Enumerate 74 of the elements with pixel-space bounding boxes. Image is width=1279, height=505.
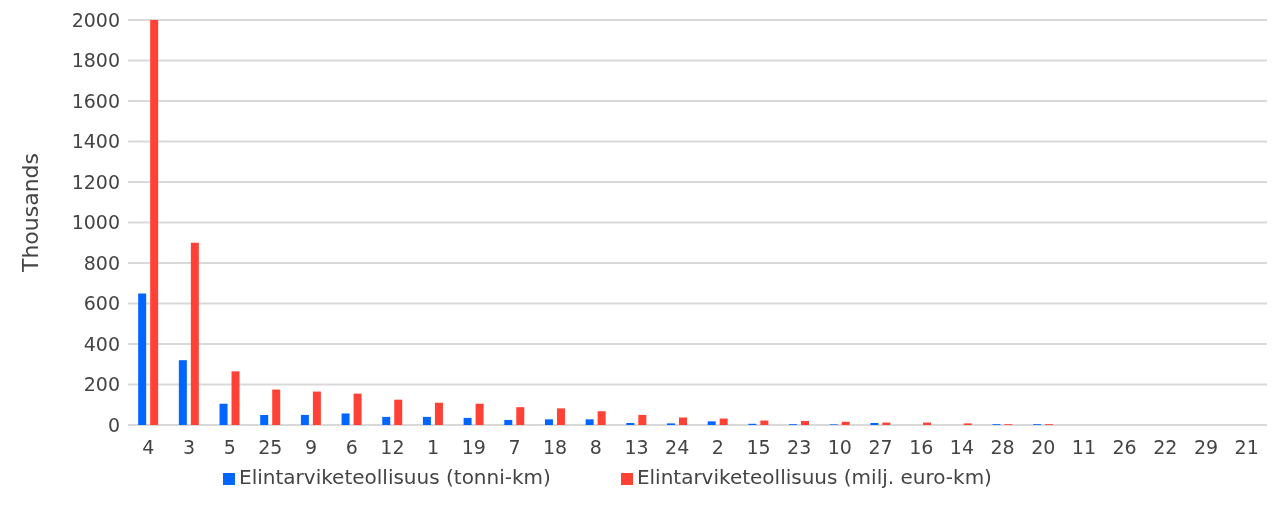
x-tick-label: 23	[787, 436, 812, 459]
bar	[719, 418, 728, 425]
bar	[178, 360, 187, 425]
bar	[382, 416, 391, 425]
x-tick-label: 14	[949, 436, 974, 459]
x-tick-label: 4	[142, 436, 155, 459]
bar	[597, 411, 606, 425]
y-tick-label: 1800	[71, 49, 120, 72]
x-tick-label: 28	[990, 436, 1015, 459]
y-tick-label: 1200	[71, 170, 120, 193]
x-tick-label: 5	[223, 436, 236, 459]
bar	[138, 293, 147, 425]
x-tick-label: 27	[868, 436, 893, 459]
x-tick-label: 16	[909, 436, 934, 459]
y-tick-label: 1400	[71, 130, 120, 153]
x-tick-label: 2	[711, 436, 724, 459]
bar	[504, 419, 513, 425]
bar	[841, 421, 850, 425]
bar	[544, 419, 553, 425]
bar	[707, 421, 716, 425]
y-tick-label: 400	[83, 332, 120, 355]
bar	[150, 20, 159, 425]
x-tick-label: 6	[345, 436, 358, 459]
x-tick-label: 15	[746, 436, 771, 459]
bar	[272, 389, 281, 425]
x-tick-label: 29	[1193, 436, 1219, 459]
y-tick-label: 600	[83, 292, 120, 315]
bar	[353, 393, 362, 425]
bar	[190, 242, 199, 425]
bar	[678, 417, 687, 425]
bar	[312, 391, 321, 425]
x-tick-label: 13	[624, 436, 649, 459]
bar	[434, 402, 443, 425]
bar	[341, 413, 350, 425]
bar	[801, 420, 810, 425]
bar	[585, 419, 594, 425]
bar	[231, 371, 240, 425]
x-tick-label: 7	[508, 436, 521, 459]
bar	[870, 422, 879, 425]
x-tick-label: 25	[258, 436, 283, 459]
x-tick-label: 3	[182, 436, 196, 459]
y-tick-label: 200	[83, 373, 120, 396]
x-tick-label: 11	[1071, 436, 1097, 459]
x-tick-label: 8	[589, 436, 602, 459]
bar	[475, 403, 484, 425]
bar	[638, 414, 647, 425]
bar	[463, 417, 472, 425]
bar	[422, 416, 431, 425]
legend-label: Elintarviketeollisuus (tonni-km)	[239, 465, 551, 489]
bar	[556, 408, 565, 425]
x-tick-label: 10	[827, 436, 852, 459]
x-tick-label: 20	[1031, 436, 1056, 459]
y-tick-label: 2000	[71, 8, 120, 31]
x-tick-label: 1	[427, 436, 440, 459]
x-tick-label: 19	[461, 436, 486, 459]
legend-label: Elintarviketeollisuus (milj. euro-km)	[636, 465, 992, 489]
y-tick-label: 0	[107, 413, 120, 436]
bar	[626, 422, 635, 425]
bar	[219, 403, 228, 425]
y-tick-label: 1000	[71, 211, 120, 234]
bar	[394, 399, 403, 425]
bar	[300, 414, 309, 425]
y-tick-label: 800	[83, 251, 120, 274]
bar	[516, 407, 525, 425]
x-tick-label: 18	[543, 436, 568, 459]
x-tick-label: 12	[380, 436, 405, 459]
x-tick-label: 9	[305, 436, 318, 459]
y-tick-label: 1600	[71, 89, 120, 112]
x-tick-label: 21	[1234, 436, 1259, 459]
bar	[260, 414, 269, 425]
x-tick-label: 22	[1153, 436, 1178, 459]
x-tick-label: 24	[665, 436, 690, 459]
y-axis-title: Thousands	[17, 152, 43, 274]
x-tick-label: 26	[1112, 436, 1137, 459]
